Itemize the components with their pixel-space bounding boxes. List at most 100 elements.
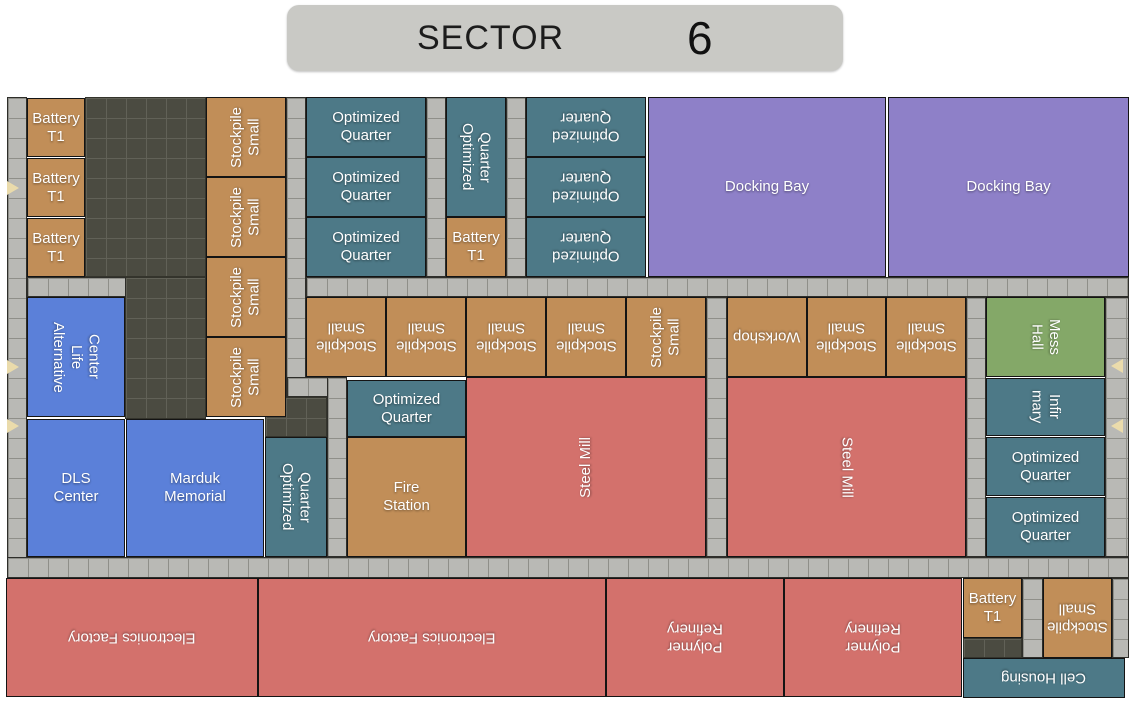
building-label: Stockpile Small xyxy=(648,306,683,368)
building-label: Battery T1 xyxy=(32,109,80,145)
building-optimized-quarter[interactable]: Optimized Quarter xyxy=(526,217,646,277)
building-stockpile-small[interactable]: Stockpile Small xyxy=(206,337,286,417)
building-optimized-quarter[interactable]: Optimized Quarter xyxy=(446,97,506,217)
building-label: Steel Mill xyxy=(577,436,595,498)
road-tiles xyxy=(7,557,1129,578)
building-label: Optimized Quarter xyxy=(1011,509,1080,544)
building-optimized-quarter[interactable]: Optimized Quarter xyxy=(306,97,426,157)
building-label: Stockpile Small xyxy=(895,320,957,355)
building-stockpile-small[interactable]: Stockpile Small xyxy=(466,297,546,377)
building-optimized-quarter[interactable]: Optimized Quarter xyxy=(986,437,1105,496)
building-cell-housing[interactable]: Cell Housing xyxy=(963,658,1125,698)
building-optimized-quarter[interactable]: Optimized Quarter xyxy=(526,157,646,217)
building-label: Optimized Quarter xyxy=(332,109,400,144)
gate-arrow-icon xyxy=(7,419,19,433)
road-tiles xyxy=(327,377,347,557)
building-dls-center[interactable]: DLS Center xyxy=(27,419,125,557)
building-fire-station[interactable]: Fire Station xyxy=(347,437,466,557)
gate-arrow-icon xyxy=(1111,419,1123,433)
building-label: Stockpile Small xyxy=(315,320,377,355)
building-battery-t1[interactable]: Battery T1 xyxy=(27,98,85,157)
building-label: Stockpile Small xyxy=(228,186,263,248)
road-tiles xyxy=(426,97,446,277)
building-label: Electronics Factory xyxy=(368,629,496,647)
road-tiles xyxy=(27,277,126,297)
building-label: Optimized Quarter xyxy=(372,390,441,426)
building-battery-t1[interactable]: Battery T1 xyxy=(27,158,85,217)
building-label: Optimized Quarter xyxy=(1011,448,1080,484)
building-stockpile-small[interactable]: Stockpile Small xyxy=(886,297,966,377)
building-battery-t1[interactable]: Battery T1 xyxy=(963,578,1022,638)
building-label: Optimized Quarter xyxy=(332,169,400,204)
building-stockpile-small[interactable]: Stockpile Small xyxy=(546,297,626,377)
building-label: Stockpile Small xyxy=(228,346,263,408)
sector-title-label: SECTOR xyxy=(417,19,565,57)
gate-arrow-icon xyxy=(1111,359,1123,373)
building-label: Battery T1 xyxy=(32,169,80,205)
road-tiles xyxy=(966,297,986,557)
building-stockpile-small[interactable]: Stockpile Small xyxy=(626,297,706,377)
building-stockpile-small[interactable]: Stockpile Small xyxy=(206,177,286,257)
empty-ground-grid xyxy=(265,397,327,437)
building-optimized-quarter[interactable]: Optimized Quarter xyxy=(526,97,646,157)
building-marduk-memorial[interactable]: Marduk Memorial xyxy=(126,419,264,557)
building-stockpile-small[interactable]: Stockpile Small xyxy=(206,97,286,177)
building-label: Polymer Refinery xyxy=(845,620,901,656)
building-label: Fire Station xyxy=(383,479,430,514)
building-label: Stockpile Small xyxy=(228,266,263,328)
building-optimized-quarter[interactable]: Optimized Quarter xyxy=(265,437,327,557)
building-label: Marduk Memorial xyxy=(164,470,226,505)
building-electronics-factory[interactable]: Electronics Factory xyxy=(258,578,606,697)
building-label: DLS Center xyxy=(53,470,99,505)
building-steel-mill[interactable]: Steel Mill xyxy=(727,377,966,557)
building-label: Stockpile Small xyxy=(228,106,263,168)
building-label: Mess Hall xyxy=(1028,319,1064,355)
building-label: Stockpile Small xyxy=(1047,601,1108,636)
building-stockpile-small[interactable]: Stockpile Small xyxy=(1043,578,1112,658)
building-label: Optimized Quarter xyxy=(459,123,494,191)
building-stockpile-small[interactable]: Stockpile Small xyxy=(306,297,386,377)
building-polymer-refinery[interactable]: Polymer Refinery xyxy=(606,578,784,697)
building-battery-t1[interactable]: Battery T1 xyxy=(446,217,506,277)
building-electronics-factory[interactable]: Electronics Factory xyxy=(6,578,258,697)
building-battery-t1[interactable]: Battery T1 xyxy=(27,218,85,277)
gate-arrow-icon xyxy=(7,360,19,374)
building-infirmary[interactable]: Infir mary xyxy=(986,378,1105,436)
building-optimized-quarter[interactable]: Optimized Quarter xyxy=(347,380,466,437)
empty-ground-grid xyxy=(963,638,1022,658)
building-docking-bay[interactable]: Docking Bay xyxy=(888,97,1129,277)
building-stockpile-small[interactable]: Stockpile Small xyxy=(386,297,466,377)
building-label: Polymer Refinery xyxy=(667,620,723,656)
building-label: Optimized Quarter xyxy=(552,230,620,265)
building-workshop[interactable]: Workshop xyxy=(727,297,807,377)
building-label: Stockpile Small xyxy=(816,320,877,355)
building-optimized-quarter[interactable]: Optimized Quarter xyxy=(306,157,426,217)
road-tiles xyxy=(306,277,1129,297)
building-label: Optimized Quarter xyxy=(552,110,620,145)
road-tiles xyxy=(1022,578,1043,658)
road-tiles xyxy=(706,297,727,557)
building-mess-hall[interactable]: Mess Hall xyxy=(986,297,1105,377)
building-label: Alternative Life Center xyxy=(50,321,103,393)
building-optimized-quarter[interactable]: Optimized Quarter xyxy=(986,497,1105,557)
building-label: Stockpile Small xyxy=(555,320,617,355)
road-tiles xyxy=(506,97,526,277)
building-docking-bay[interactable]: Docking Bay xyxy=(648,97,886,277)
building-optimized-quarter[interactable]: Optimized Quarter xyxy=(306,217,426,277)
building-label: Steel Mill xyxy=(838,436,856,498)
building-label: Battery T1 xyxy=(968,590,1017,625)
building-label: Stockpile Small xyxy=(475,320,537,355)
building-label: Cell Housing xyxy=(1001,669,1087,687)
building-label: Docking Bay xyxy=(724,178,810,196)
building-stockpile-small[interactable]: Stockpile Small xyxy=(206,257,286,337)
building-alternative-life-center[interactable]: Alternative Life Center xyxy=(27,297,125,417)
building-steel-mill[interactable]: Steel Mill xyxy=(466,377,706,557)
building-label: Workshop xyxy=(733,328,801,346)
road-tiles xyxy=(1112,578,1129,658)
empty-ground-grid xyxy=(125,277,206,419)
building-stockpile-small[interactable]: Stockpile Small xyxy=(807,297,886,377)
building-polymer-refinery[interactable]: Polymer Refinery xyxy=(784,578,962,697)
building-label: Electronics Factory xyxy=(68,629,196,647)
building-label: Battery T1 xyxy=(32,229,80,265)
